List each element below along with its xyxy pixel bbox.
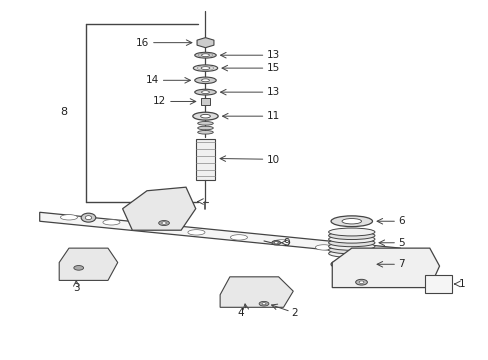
Ellipse shape	[355, 279, 366, 285]
Text: 11: 11	[266, 111, 279, 121]
Ellipse shape	[197, 126, 213, 130]
Polygon shape	[59, 248, 118, 280]
Polygon shape	[40, 212, 400, 257]
Ellipse shape	[194, 77, 216, 84]
Ellipse shape	[192, 112, 218, 120]
Ellipse shape	[201, 67, 209, 69]
Text: 6: 6	[397, 216, 404, 226]
Polygon shape	[220, 277, 293, 307]
Ellipse shape	[357, 250, 374, 255]
Ellipse shape	[230, 235, 247, 240]
Text: 2: 2	[290, 308, 297, 318]
Text: 5: 5	[397, 238, 404, 248]
Ellipse shape	[328, 231, 374, 239]
Bar	[200, 98, 210, 105]
Ellipse shape	[85, 216, 91, 220]
Bar	[196, 139, 214, 180]
Ellipse shape	[102, 220, 120, 225]
Polygon shape	[197, 38, 213, 48]
Polygon shape	[122, 187, 195, 230]
Ellipse shape	[74, 266, 83, 270]
Ellipse shape	[328, 228, 374, 236]
Ellipse shape	[145, 225, 162, 230]
Ellipse shape	[61, 215, 77, 220]
Ellipse shape	[328, 235, 374, 243]
Text: 14: 14	[145, 75, 159, 85]
Ellipse shape	[358, 281, 363, 283]
Ellipse shape	[194, 52, 216, 58]
Ellipse shape	[200, 114, 210, 118]
Ellipse shape	[201, 79, 209, 82]
Ellipse shape	[259, 301, 268, 306]
Ellipse shape	[193, 65, 217, 71]
Bar	[424, 275, 451, 293]
Text: 13: 13	[266, 87, 279, 97]
Ellipse shape	[197, 122, 213, 125]
Text: 12: 12	[153, 96, 166, 107]
Ellipse shape	[315, 245, 332, 250]
Ellipse shape	[262, 303, 265, 305]
Ellipse shape	[274, 242, 278, 244]
Text: 1: 1	[458, 279, 465, 289]
Text: 4: 4	[237, 308, 244, 318]
Ellipse shape	[328, 242, 374, 250]
Text: 9: 9	[283, 238, 289, 248]
Ellipse shape	[328, 239, 374, 247]
Ellipse shape	[271, 240, 280, 245]
Ellipse shape	[341, 219, 361, 224]
Text: 10: 10	[266, 155, 279, 165]
Text: 7: 7	[397, 259, 404, 269]
Ellipse shape	[194, 89, 216, 95]
Ellipse shape	[330, 216, 372, 226]
Text: 13: 13	[266, 50, 279, 60]
Ellipse shape	[341, 262, 361, 267]
Ellipse shape	[201, 91, 209, 94]
Ellipse shape	[81, 213, 96, 222]
Text: 16: 16	[136, 38, 149, 48]
Ellipse shape	[197, 131, 213, 134]
Ellipse shape	[328, 246, 374, 254]
Text: 8: 8	[61, 107, 67, 117]
Ellipse shape	[328, 249, 374, 257]
Text: 15: 15	[266, 63, 279, 73]
Text: 3: 3	[73, 283, 80, 293]
Ellipse shape	[158, 221, 169, 226]
Ellipse shape	[330, 259, 372, 270]
Ellipse shape	[201, 54, 209, 57]
Ellipse shape	[272, 240, 289, 245]
Ellipse shape	[187, 230, 204, 235]
Ellipse shape	[162, 222, 166, 224]
Polygon shape	[331, 248, 439, 288]
